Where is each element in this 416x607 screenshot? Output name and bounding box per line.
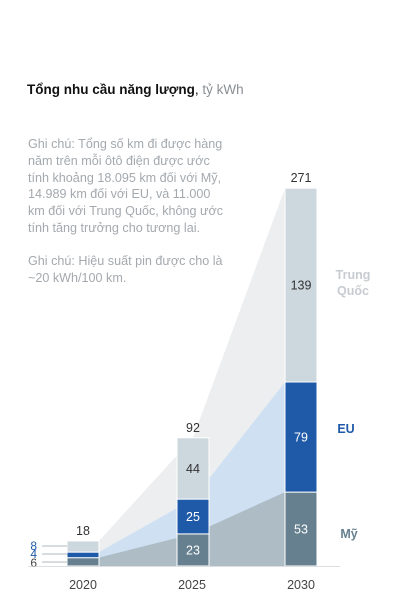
value-label-2030-trung-quoc: 139 — [291, 279, 312, 293]
legend-label-trung-quoc-line-1: Trung — [336, 268, 371, 282]
bar-2025-eu — [176, 498, 210, 535]
value-label-2030-eu: 79 — [294, 431, 308, 445]
bar-2020-my — [66, 557, 100, 567]
value-label-2020-my: 6 — [30, 556, 37, 570]
chart-title-main: Tổng nhu cầu năng lượng — [27, 82, 195, 97]
value-label-2025-eu: 25 — [186, 510, 200, 524]
note-distance: Ghi chú: Tổng số km đi được hàng năm trê… — [28, 137, 224, 235]
value-label-2025-my: 23 — [186, 543, 200, 557]
note-battery: Ghi chú: Hiệu suất pin được cho là ~20 k… — [28, 253, 223, 285]
x-tick-label-2025: 2025 — [178, 578, 206, 592]
chart-unit: tỷ kWh — [202, 82, 244, 97]
bar-2020-trung-quoc — [66, 540, 100, 553]
title-separator: , — [194, 82, 203, 97]
bar-2025-my — [176, 533, 210, 567]
x-tick-label-2030: 2030 — [287, 578, 315, 592]
value-label-2020-eu: 4 — [30, 547, 37, 561]
legend-label-trung-quoc-line-2: Quốc — [337, 284, 369, 298]
value-label-2030-my: 53 — [294, 523, 308, 537]
x-tick-label-2020: 2020 — [69, 578, 97, 592]
value-label-2025-trung-quoc: 44 — [186, 462, 200, 476]
legend-label-eu: EU — [337, 422, 354, 436]
legend-label-trung-quoc: Trung Quốc — [336, 268, 371, 298]
total-label-2030: 271 — [291, 171, 312, 185]
bar-2020-eu — [66, 551, 100, 559]
bar-2025-trung-quoc — [176, 437, 210, 500]
legend-label-my: Mỹ — [340, 527, 357, 541]
chart-title: Tổng nhu cầu năng lượng, tỷ kWh — [27, 82, 244, 97]
total-label-2025: 92 — [186, 421, 200, 435]
area-my — [99, 492, 285, 566]
total-label-2020: 18 — [76, 524, 90, 538]
chart-notes: Ghi chú: Tổng số km đi được hàng năm trê… — [28, 136, 228, 302]
bar-2030-trung-quoc — [284, 187, 318, 383]
value-label-2020-trung-quoc: 8 — [30, 539, 37, 553]
